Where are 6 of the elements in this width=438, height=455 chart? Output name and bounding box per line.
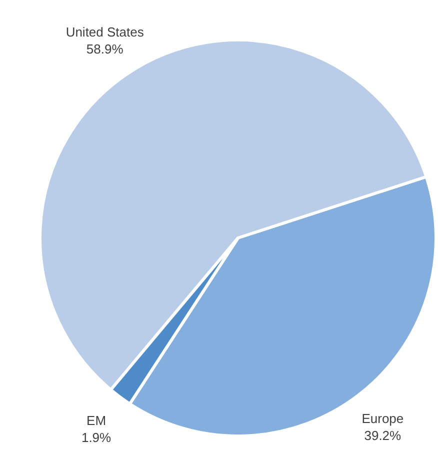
data-label: 1.9%	[81, 430, 112, 446]
slice-label: EM	[86, 413, 106, 428]
data-label: 58.9%	[86, 42, 124, 57]
data-label: 39.2%	[364, 428, 402, 443]
slice-label: United States	[66, 24, 144, 40]
slice-label: Europe	[362, 410, 404, 426]
